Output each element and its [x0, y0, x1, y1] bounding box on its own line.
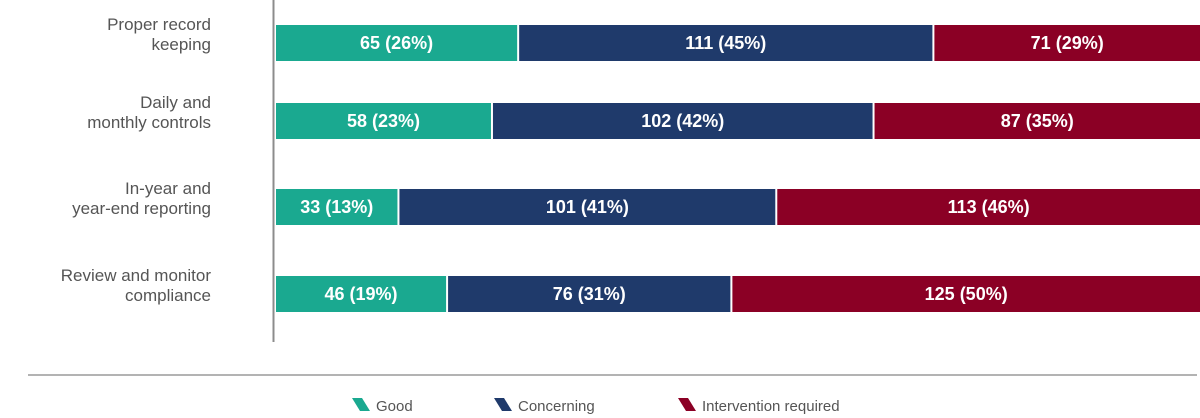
- bar-value-label: 113 (46%): [948, 197, 1030, 217]
- category-label: Proper record keeping: [107, 15, 211, 54]
- bar-segment: [276, 189, 398, 225]
- bar-value-label: 65 (26%): [360, 33, 433, 53]
- category-label: Daily and monthly controls: [87, 93, 211, 132]
- bar-value-label: 87 (35%): [1001, 111, 1074, 131]
- bar-segment: [874, 103, 1200, 139]
- legend-label: Concerning: [518, 398, 595, 415]
- bar-segment: [492, 103, 873, 139]
- bar-value-label: 33 (13%): [300, 197, 373, 217]
- category-label-line: compliance: [125, 286, 211, 305]
- legend-label: Good: [376, 398, 413, 415]
- category-label: In-year and year-end reporting: [72, 179, 211, 218]
- category-label-line: keeping: [151, 35, 211, 54]
- bar-segment: [276, 103, 491, 139]
- category-label-line: year-end reporting: [72, 199, 211, 218]
- bars: [276, 25, 1200, 312]
- category-label-line: In-year and: [125, 179, 211, 198]
- category-labels: Proper record keeping Daily and monthly con…: [61, 15, 212, 305]
- legend-swatch: [494, 398, 512, 411]
- category-label-line: Daily and: [140, 93, 211, 112]
- bar-value-label: 71 (29%): [1031, 33, 1104, 53]
- bar-value-label: 46 (19%): [325, 284, 398, 304]
- bar-segment: [448, 276, 731, 312]
- legend-swatch: [352, 398, 370, 411]
- bar-value-label: 125 (50%): [925, 284, 1008, 304]
- bar-segment: [399, 189, 776, 225]
- bar-value-label: 111 (45%): [685, 33, 766, 53]
- bar-value-label: 101 (41%): [546, 197, 629, 217]
- bar-value-label: 58 (23%): [347, 111, 420, 131]
- category-label: Review and monitor compliance: [61, 266, 212, 305]
- bar-segment: [732, 276, 1200, 312]
- legend-swatch: [678, 398, 696, 411]
- category-label-line: Review and monitor: [61, 266, 212, 285]
- bar-value-label: 76 (31%): [553, 284, 626, 304]
- legend: Good Concerning Intervention required: [352, 398, 840, 415]
- bar-segment: [934, 25, 1200, 61]
- bar-segment: [777, 189, 1200, 225]
- bar-value-label: 102 (42%): [641, 111, 724, 131]
- legend-label: Intervention required: [702, 398, 840, 415]
- bar-segment: [276, 25, 518, 61]
- bar-segment: [276, 276, 447, 312]
- bar-labels: 65 (26%) 111 (45%) 71 (29%) 58 (23%) 102 (42…: [300, 33, 1104, 304]
- bar-segment: [519, 25, 933, 61]
- category-label-line: Proper record: [107, 15, 211, 34]
- category-label-line: monthly controls: [87, 113, 211, 132]
